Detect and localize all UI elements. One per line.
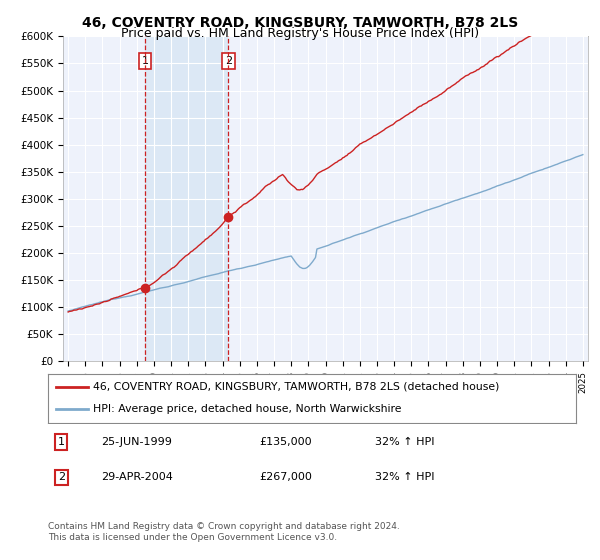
Text: £135,000: £135,000	[259, 437, 312, 447]
Text: Contains HM Land Registry data © Crown copyright and database right 2024.: Contains HM Land Registry data © Crown c…	[48, 522, 400, 531]
Text: 25-JUN-1999: 25-JUN-1999	[101, 437, 172, 447]
Text: 46, COVENTRY ROAD, KINGSBURY, TAMWORTH, B78 2LS: 46, COVENTRY ROAD, KINGSBURY, TAMWORTH, …	[82, 16, 518, 30]
Text: HPI: Average price, detached house, North Warwickshire: HPI: Average price, detached house, Nort…	[93, 404, 401, 414]
Text: 1: 1	[58, 437, 65, 447]
Text: 46, COVENTRY ROAD, KINGSBURY, TAMWORTH, B78 2LS (detached house): 46, COVENTRY ROAD, KINGSBURY, TAMWORTH, …	[93, 382, 499, 392]
Text: 32% ↑ HPI: 32% ↑ HPI	[376, 473, 435, 482]
Text: £267,000: £267,000	[259, 473, 312, 482]
Text: 2: 2	[58, 473, 65, 482]
Bar	[145, 36, 228, 361]
Text: 32% ↑ HPI: 32% ↑ HPI	[376, 437, 435, 447]
Text: This data is licensed under the Open Government Licence v3.0.: This data is licensed under the Open Gov…	[48, 533, 337, 542]
Text: Price paid vs. HM Land Registry's House Price Index (HPI): Price paid vs. HM Land Registry's House …	[121, 27, 479, 40]
Text: 1: 1	[142, 56, 149, 66]
Text: 29-APR-2004: 29-APR-2004	[101, 473, 173, 482]
Text: 2: 2	[224, 56, 232, 66]
